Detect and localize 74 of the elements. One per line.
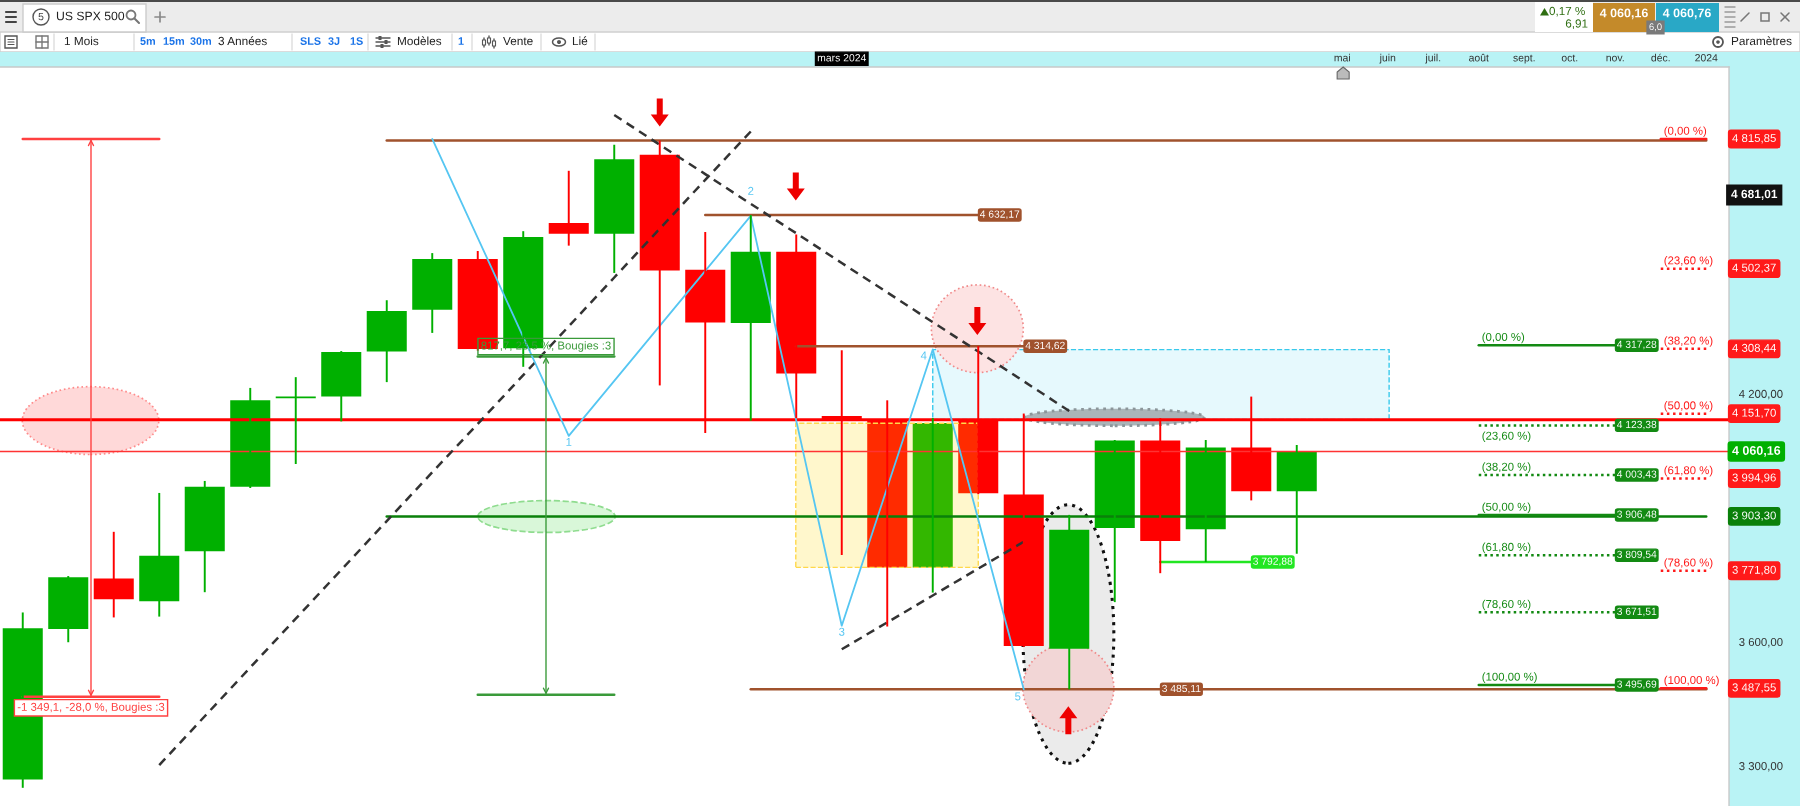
text: 3 903,30 [1732,511,1776,521]
data-label: 4 123,38 [1616,420,1657,430]
text: Paramètres [1731,36,1792,46]
text: 15m [163,37,185,45]
x-tick-label: oct. [1561,54,1578,62]
text: 6,91 [1565,19,1588,30]
series-label: (78,60 %) [1482,599,1531,611]
text: 3 994,96 [1732,473,1776,483]
series-label: (50,00 %) [1482,502,1531,514]
x-tick-label: nov. [1606,55,1624,62]
data-label: 3 809,54 [1617,550,1657,560]
x-tick-label: mai [1334,53,1350,62]
text: Vente [503,36,533,46]
data-label: 3 906,48 [1617,510,1657,520]
text: 4 502,37 [1732,263,1776,274]
y-tick-label: 3 300,00 [1739,762,1783,772]
text: 3J [328,37,340,45]
annotation: (100,00 %) [1664,675,1719,687]
x-tick-label: juil. [1425,53,1441,64]
series-label: (100,00 %) [1482,672,1537,683]
text: 4 815,85 [1732,134,1776,144]
data-label: 3 485,11 [1162,684,1201,694]
y-tick-label: 3 600,00 [1739,638,1783,648]
ref-line-label: 4 060,16 [1732,446,1781,457]
text: 5m [140,37,155,45]
annotation: (38,20 %) [1664,336,1713,347]
text: 5 [38,13,44,21]
x-tick-label: sept. [1513,54,1535,64]
text: 1 Mois [64,36,99,46]
series-label: (38,20 %) [1482,462,1531,473]
x-tick-label: mars 2024 [817,54,867,62]
text: 4 308,44 [1732,343,1776,354]
x-tick-label: 2024 [1695,54,1718,62]
text: 3 Années [218,36,267,46]
annotation: (23,60 %) [1664,256,1713,267]
series-label: (23,60 %) [1482,431,1531,442]
annotation: 4 [920,351,927,360]
series-label: (0,00 %) [1482,332,1525,344]
data-label: 3 671,51 [1617,607,1657,617]
annotation: 1 [566,437,572,446]
data-label: 3 792,88 [1253,557,1293,567]
text: Lié [572,36,588,46]
text: 3 771,80 [1732,565,1776,576]
data-label: 4 632,17 [979,210,1020,219]
annotation: 3 [839,627,845,636]
text: SLS [300,37,321,45]
text: 4 060,16 [1599,8,1648,20]
text: 4 151,70 [1732,408,1776,419]
annotation: (61,80 %) [1664,465,1713,477]
annotation: 5 [1015,692,1021,701]
text: 6,0 [1649,23,1662,32]
text: 30m [190,37,212,45]
x-tick-label: août [1469,53,1489,62]
annotation: -1 349,1, -28,0 %, Bougies :3 [17,702,165,714]
text: 4 681,01 [1731,189,1778,200]
annotation: (78,60 %) [1664,558,1713,569]
text: 1 [458,37,464,45]
annotation: (50,00 %) [1664,401,1713,412]
text: 1S [350,37,363,45]
annotation: 2 [748,186,754,195]
data-label: 4 314,62 [1025,341,1065,351]
x-tick-label: juin [1379,53,1396,64]
series-label: (61,80 %) [1482,542,1531,554]
text: US SPX 500 [56,11,125,21]
text: Modèles [397,36,442,46]
data-label: 4 317,28 [1616,340,1657,350]
x-tick-label: déc. [1651,53,1670,62]
data-label: 3 495,69 [1617,680,1657,689]
text: 3 487,55 [1732,683,1776,693]
annotation: (0,00 %) [1664,126,1707,138]
text: 4 060,76 [1662,8,1711,20]
y-tick-label: 4 200,00 [1738,389,1783,400]
text: 0,17 % [1549,6,1585,17]
data-label: 4 003,43 [1616,470,1657,479]
